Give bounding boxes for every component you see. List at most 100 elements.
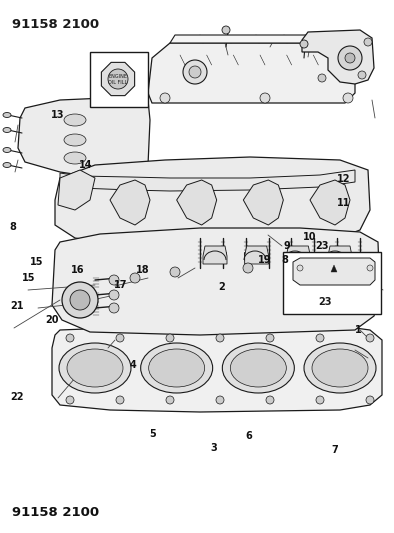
Polygon shape [310,180,350,225]
Circle shape [345,53,355,63]
Text: 22: 22 [10,392,23,402]
Circle shape [297,265,303,271]
Circle shape [243,263,253,273]
Text: 5: 5 [150,430,156,439]
Text: 20: 20 [45,315,59,325]
Circle shape [183,60,207,84]
Polygon shape [302,30,374,84]
Text: OIL FILL: OIL FILL [108,80,128,85]
Circle shape [318,74,326,82]
Circle shape [66,334,74,342]
Circle shape [295,263,305,273]
Text: 9: 9 [284,241,290,251]
Text: 6: 6 [245,431,252,441]
Circle shape [109,290,119,300]
Circle shape [109,303,119,313]
Ellipse shape [222,343,294,393]
Polygon shape [328,246,352,264]
Circle shape [316,334,324,342]
Circle shape [340,260,350,270]
Polygon shape [52,228,380,335]
Ellipse shape [59,343,131,393]
Circle shape [366,334,374,342]
Polygon shape [110,180,150,225]
Circle shape [338,46,362,70]
Polygon shape [245,246,269,264]
Circle shape [170,267,180,277]
Circle shape [343,93,353,103]
Text: 3: 3 [211,443,217,453]
Text: ENGINE: ENGINE [108,75,128,79]
Polygon shape [52,326,382,412]
Circle shape [300,40,308,48]
Text: 17: 17 [114,280,128,290]
Text: 21: 21 [10,302,23,311]
Circle shape [130,273,140,283]
Circle shape [166,334,174,342]
Ellipse shape [67,349,123,387]
Text: 14: 14 [79,160,92,170]
Circle shape [62,282,98,318]
Ellipse shape [304,343,376,393]
Circle shape [108,69,128,89]
Circle shape [189,66,201,78]
Text: 91158 2100: 91158 2100 [12,506,99,519]
Ellipse shape [64,134,86,146]
Ellipse shape [312,349,368,387]
Polygon shape [148,43,355,103]
Polygon shape [177,180,217,225]
Text: 1: 1 [355,326,361,335]
Circle shape [367,265,373,271]
Polygon shape [170,35,355,43]
Circle shape [366,396,374,404]
Circle shape [116,396,124,404]
Text: 15: 15 [30,257,43,267]
Text: 91158 2100: 91158 2100 [12,18,99,31]
Circle shape [350,260,370,280]
Ellipse shape [3,163,11,167]
Polygon shape [331,265,337,272]
Text: 7: 7 [331,446,338,455]
Ellipse shape [64,114,86,126]
Circle shape [216,396,224,404]
Polygon shape [101,62,135,95]
Text: 8: 8 [10,222,17,231]
Polygon shape [60,170,355,191]
Text: 2: 2 [219,282,225,292]
Text: 23: 23 [318,297,332,307]
Ellipse shape [3,148,11,152]
Text: 11: 11 [337,198,350,207]
Ellipse shape [230,349,286,387]
Circle shape [160,93,170,103]
Ellipse shape [64,152,86,164]
Ellipse shape [3,112,11,117]
Bar [283,252,381,314]
Circle shape [216,334,224,342]
Circle shape [364,38,372,46]
Circle shape [266,396,274,404]
Text: 19: 19 [258,255,271,265]
Text: 8: 8 [282,255,288,265]
Ellipse shape [149,349,204,387]
Circle shape [109,275,119,285]
Text: 13: 13 [51,110,65,119]
Text: 23: 23 [315,241,329,251]
Text: 10: 10 [303,232,317,241]
Text: 12: 12 [337,174,350,183]
Polygon shape [55,157,370,248]
Circle shape [70,290,90,310]
Polygon shape [58,170,95,210]
Circle shape [266,334,274,342]
Ellipse shape [3,127,11,133]
Circle shape [222,26,230,34]
Circle shape [116,334,124,342]
Polygon shape [286,246,310,264]
Bar [90,52,148,107]
Text: 16: 16 [71,265,84,274]
Text: 18: 18 [136,265,150,274]
Text: 4: 4 [130,360,137,370]
Polygon shape [293,258,375,285]
Circle shape [260,93,270,103]
Text: 15: 15 [22,273,35,283]
Circle shape [166,396,174,404]
